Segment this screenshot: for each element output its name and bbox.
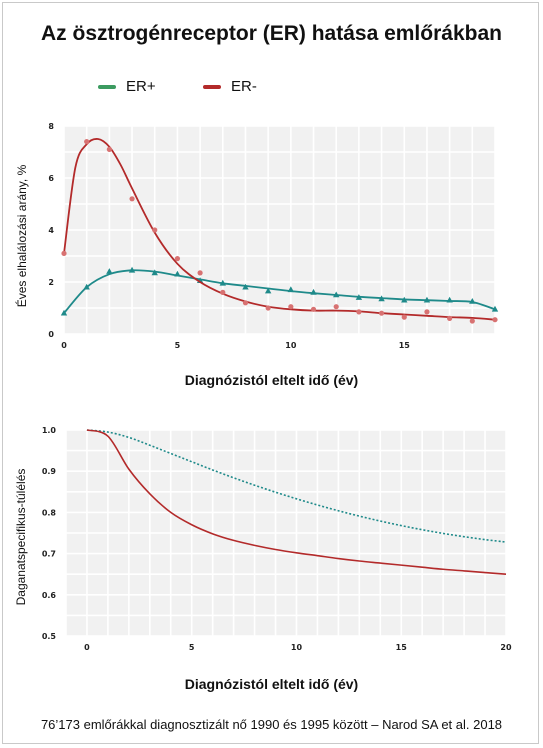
- mortality-series-er-negative-point: [288, 304, 294, 310]
- survival-x-tick-label: 10: [291, 643, 303, 652]
- mortality-x-tick-label: 5: [175, 341, 181, 350]
- figure-title: Az ösztrogénreceptor (ER) hatása emlőrák…: [41, 22, 502, 45]
- mortality-series-er-negative-point: [447, 315, 453, 321]
- mortality-series-er-negative-point: [310, 306, 317, 312]
- mortality-series-er-positive-point: [333, 291, 340, 298]
- survival-y-tick-label: 0.6: [42, 591, 57, 600]
- mortality-series-er-negative-point: [220, 289, 226, 295]
- legend-swatch-er-negative: [203, 84, 221, 89]
- mortality-y-tick-label: 0: [48, 330, 54, 339]
- survival-x-tick-label: 20: [500, 643, 512, 652]
- mortality-series-er-positive-point: [242, 283, 249, 290]
- survival-y-tick-label: 0.7: [42, 550, 56, 559]
- mortality-y-tick-label: 8: [48, 122, 54, 131]
- figure-footer: 76’173 emlőrákkal diagnosztizált nő 1990…: [40, 717, 503, 732]
- mortality-series-er-positive-point: [60, 309, 68, 316]
- mortality-x-tick-label: 0: [61, 341, 67, 350]
- mortality-series-er-positive-point: [83, 283, 90, 290]
- mortality-series-er-positive-point: [401, 296, 408, 303]
- survival-y-tick-label: 0.5: [42, 632, 57, 641]
- legend-label-er-negative: ER-: [231, 78, 257, 95]
- legend-label-er-positive: ER+: [126, 78, 156, 95]
- mortality-series-er-negative-point: [242, 300, 249, 306]
- mortality-series-er-negative-point: [401, 314, 407, 320]
- mortality-series-er-positive-point: [151, 269, 158, 276]
- survival-x-tick-label: 15: [396, 643, 408, 652]
- mortality-series-er-negative-point: [492, 317, 498, 323]
- survival-y-axis-label: Daganatspecifikus-túlélés: [14, 468, 28, 606]
- mortality-y-tick-label: 2: [48, 278, 54, 287]
- mortality-series-er-negative-point: [197, 270, 203, 276]
- mortality-y-axis-label: Éves elhalálozási arány, %: [15, 164, 29, 308]
- mortality-series-er-negative-point: [378, 310, 385, 316]
- survival-y-tick-label: 0.8: [42, 508, 57, 517]
- mortality-series-er-positive-point: [469, 298, 476, 304]
- mortality-series-er-negative-point: [333, 304, 339, 310]
- survival-series-er-positive-line: [86, 429, 507, 543]
- mortality-x-tick-label: 15: [399, 341, 411, 350]
- mortality-series-er-negative-point: [469, 318, 475, 324]
- legend-item-er-negative: ER-: [203, 78, 257, 95]
- mortality-series-er-positive-line: [63, 269, 496, 314]
- mortality-x-axis-label: Diagnózistól eltelt idő (év): [184, 372, 359, 388]
- mortality-chart: 0 5 10 15 0 2 4 6 8: [48, 122, 499, 350]
- mortality-series-er-negative-point: [265, 305, 271, 311]
- mortality-series-er-positive-point: [423, 296, 431, 303]
- mortality-series-er-negative-point: [152, 227, 158, 233]
- mortality-series-er-positive-point: [446, 296, 453, 303]
- mortality-series-er-negative-point: [356, 309, 362, 315]
- mortality-series-er-negative-point: [424, 309, 430, 315]
- mortality-series-er-positive-point: [491, 305, 499, 312]
- mortality-x-tick-label: 10: [285, 341, 297, 350]
- mortality-series-er-positive-point: [174, 270, 181, 277]
- survival-x-tick-label: 5: [189, 643, 195, 652]
- mortality-series-er-negative-point: [174, 256, 181, 262]
- survival-x-tick-label: 0: [84, 643, 90, 652]
- mortality-series-er-positive-point: [310, 288, 317, 295]
- mortality-series-er-negative-point: [84, 139, 90, 145]
- survival-y-tick-label: 1.0: [42, 426, 57, 435]
- survival-x-axis-label: Diagnózistól eltelt idő (év): [184, 676, 359, 692]
- mortality-series-er-negative-point: [61, 250, 67, 256]
- mortality-series-er-positive-point: [287, 286, 295, 293]
- survival-series-er-negative-line: [86, 429, 507, 575]
- mortality-y-tick-label: 4: [48, 226, 54, 235]
- mortality-series-er-positive-point: [378, 295, 385, 302]
- survival-y-tick-label: 0.9: [42, 467, 57, 476]
- mortality-series-er-positive-point: [128, 266, 136, 273]
- mortality-series-er-positive-point: [355, 294, 363, 300]
- mortality-series-er-positive-point: [106, 268, 113, 274]
- legend-swatch-er-positive: [98, 84, 116, 89]
- mortality-series-er-positive-point: [264, 287, 272, 294]
- mortality-series-er-negative-point: [106, 146, 112, 152]
- legend-item-er-positive: ER+: [98, 78, 156, 95]
- mortality-series-er-positive-point: [219, 279, 226, 286]
- mortality-series-er-negative-point: [129, 196, 135, 202]
- mortality-y-tick-label: 6: [48, 174, 54, 183]
